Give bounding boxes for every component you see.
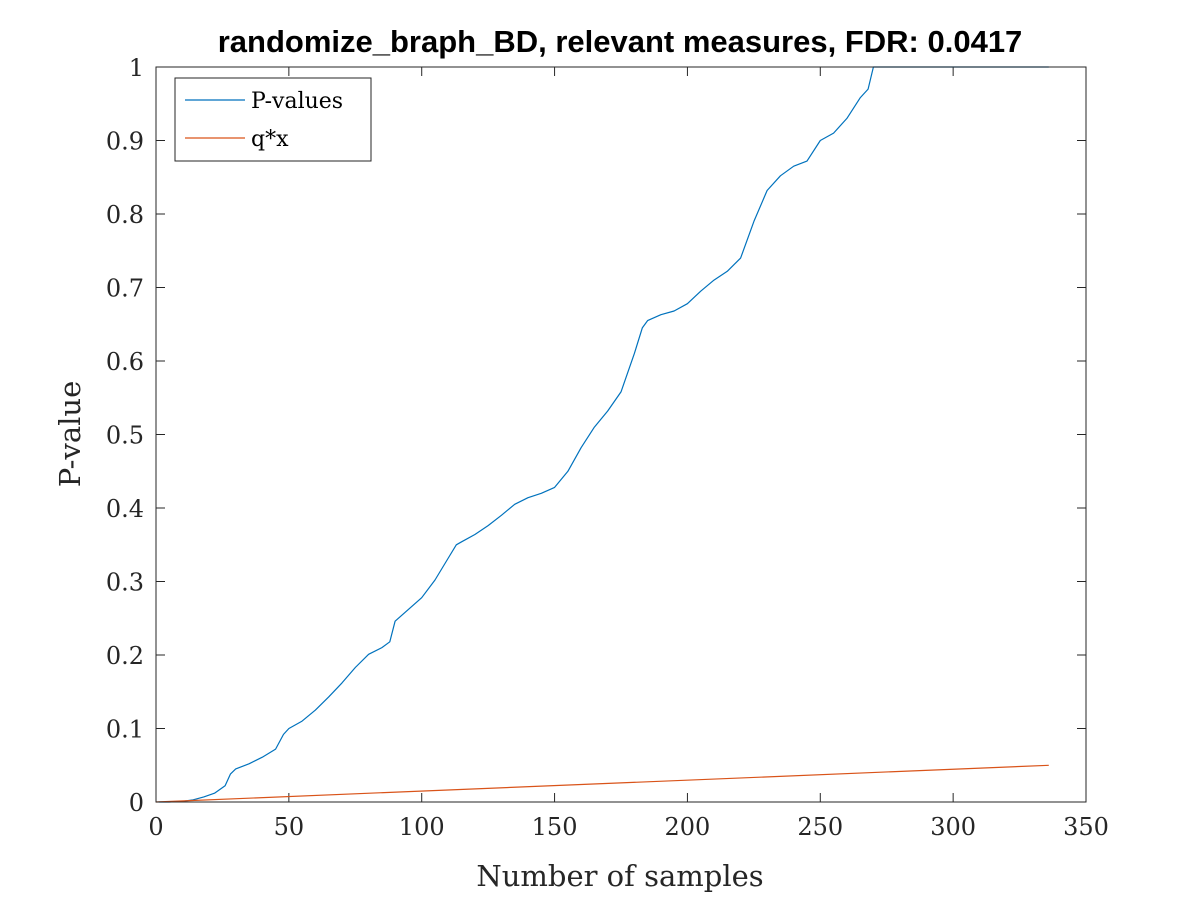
x-axis-label: Number of samples (476, 859, 763, 893)
y-tick-label: 0.4 (106, 495, 144, 523)
series-line-q-times-x (155, 764, 1049, 803)
y-tick-label: 0 (129, 789, 144, 817)
x-tick-label: 100 (399, 813, 445, 841)
legend-entries: P-values q*x (185, 89, 343, 152)
x-axis-ticks: 0 50 100 150 200 250 300 350 (148, 67, 1109, 841)
x-tick-label: 350 (1063, 813, 1109, 841)
legend-box (174, 77, 372, 162)
y-axis-label: P-value (53, 381, 87, 488)
y-tick-label: 0.9 (106, 128, 144, 156)
y-tick-label: 0.5 (106, 422, 144, 450)
legend-label-q-times-x: q*x (251, 127, 289, 152)
y-tick-label: 0.8 (106, 201, 144, 229)
x-tick-label: 0 (148, 813, 163, 841)
y-tick-label: 0.3 (106, 569, 144, 597)
plot-area (156, 67, 1086, 802)
x-tick-label: 150 (532, 813, 578, 841)
chart-title: randomize_braph_BD, relevant measures, F… (218, 24, 1023, 59)
legend-label-p-values: P-values (251, 89, 343, 114)
y-tick-label: 1 (129, 54, 144, 82)
x-tick-label: 200 (665, 813, 711, 841)
y-tick-label: 0.6 (106, 348, 144, 376)
x-tick-label: 300 (930, 813, 976, 841)
legend: P-values q*x (174, 77, 372, 162)
x-tick-label: 50 (274, 813, 305, 841)
series-layer (155, 66, 1049, 803)
y-tick-label: 0.7 (106, 275, 144, 303)
series-line-p-values (158, 66, 1049, 803)
y-axis-ticks: 0 0.1 0.2 0.3 0.4 0.5 0.6 0.7 0.8 0.9 1 (106, 54, 1086, 817)
y-tick-label: 0.2 (106, 642, 144, 670)
axes-box (155, 66, 1087, 803)
x-tick-label: 250 (797, 813, 843, 841)
y-tick-label: 0.1 (106, 716, 144, 744)
